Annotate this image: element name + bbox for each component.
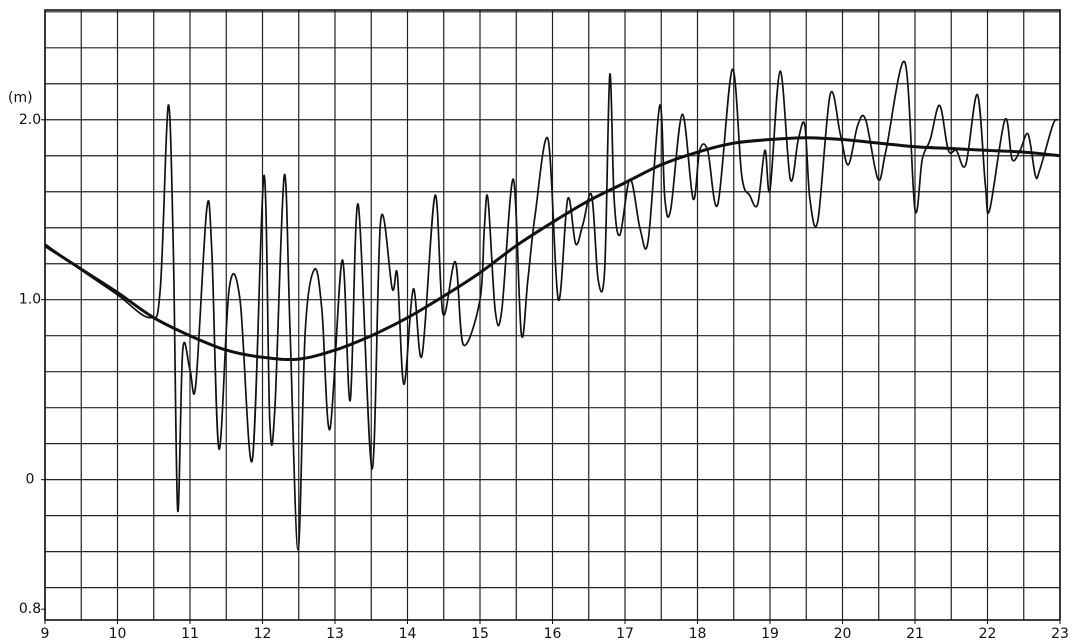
y-tick-label: 2.0 xyxy=(19,112,41,128)
x-tick-label: 15 xyxy=(471,626,489,642)
x-tick-label: 16 xyxy=(544,626,562,642)
x-tick-label: 14 xyxy=(399,626,417,642)
x-tick-label: 13 xyxy=(326,626,344,642)
y-tick-label: 0.8 xyxy=(19,601,41,617)
x-tick-label: 10 xyxy=(109,626,127,642)
line xyxy=(44,136,1061,362)
y-tick-label: 1.0 xyxy=(19,292,41,308)
x-tick-label: 22 xyxy=(979,626,997,642)
x-tick-label: 12 xyxy=(254,626,272,642)
y-axis-label: (m) xyxy=(8,90,33,106)
x-tick-label: 23 xyxy=(1051,626,1069,642)
x-tick-label: 19 xyxy=(761,626,779,642)
x-tick-label: 21 xyxy=(906,626,924,642)
x-tick-label: 9 xyxy=(41,626,50,642)
line xyxy=(44,60,1059,551)
x-tick-label: 18 xyxy=(689,626,707,642)
x-tick-label: 11 xyxy=(181,626,199,642)
x-tick-label: 17 xyxy=(616,626,634,642)
y-tick-label: 0 xyxy=(26,472,35,488)
x-tick-label: 20 xyxy=(834,626,852,642)
